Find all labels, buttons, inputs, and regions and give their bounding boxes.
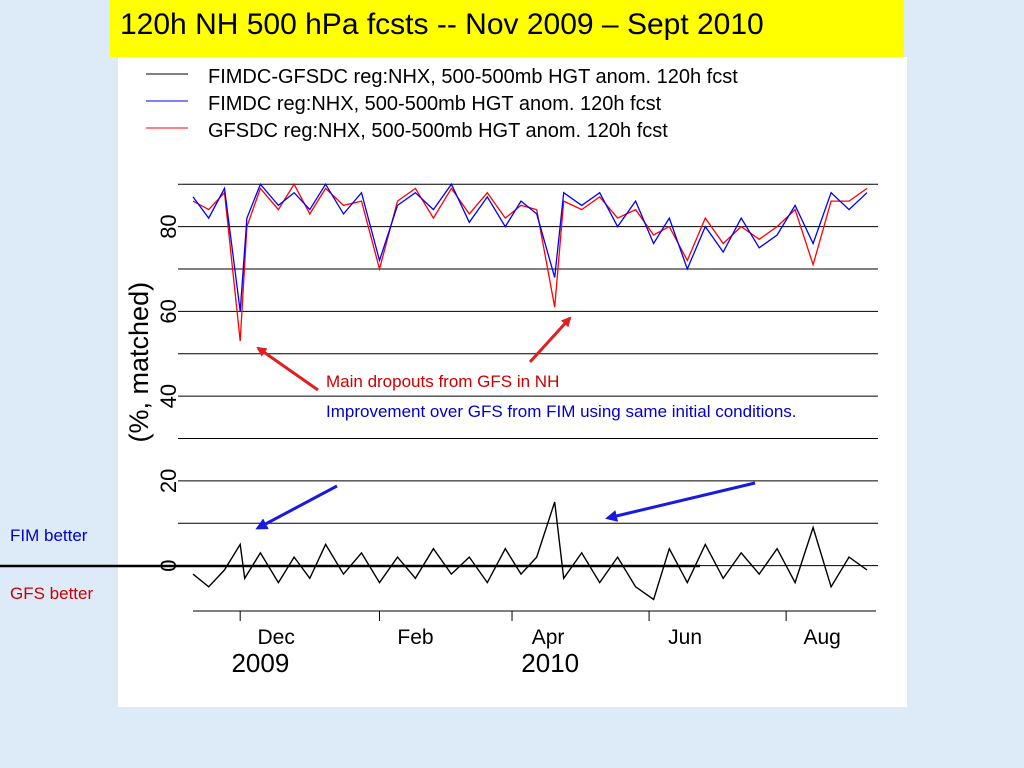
label-fim-better: FIM better	[10, 526, 88, 545]
annotation-dropouts: Main dropouts from GFS in NH	[326, 372, 560, 391]
slide-title: 120h NH 500 hPa fcsts -- Nov 2009 – Sept…	[120, 8, 764, 41]
annotation-improvement: Improvement over GFS from FIM using same…	[326, 402, 797, 421]
title-banner: 120h NH 500 hPa fcsts -- Nov 2009 – Sept…	[110, 0, 904, 57]
label-gfs-better: GFS better	[10, 584, 94, 603]
